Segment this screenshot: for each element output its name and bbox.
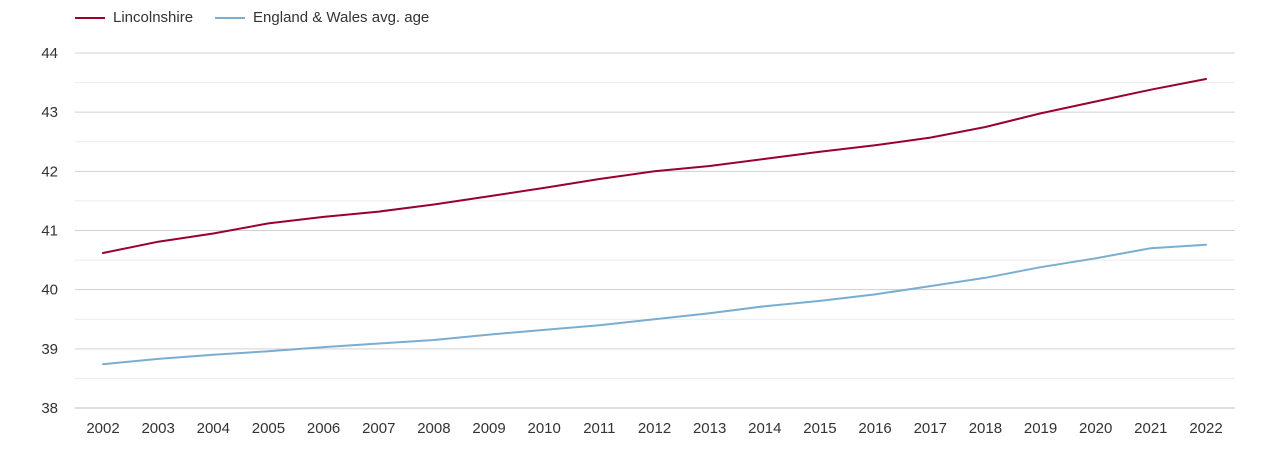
legend-label-lincolnshire: Lincolnshire <box>113 9 194 26</box>
x-tick-label: 2006 <box>307 420 340 437</box>
x-tick-label: 2003 <box>141 420 174 437</box>
x-tick-label: 2008 <box>417 420 450 437</box>
x-tick-label: 2016 <box>858 420 891 437</box>
y-tick-label: 39 <box>41 341 58 358</box>
x-tick-label: 2017 <box>914 420 947 437</box>
y-tick-label: 43 <box>41 104 58 121</box>
legend-item-england-wales[interactable]: England & Wales avg. age <box>215 9 429 26</box>
x-tick-label: 2019 <box>1024 420 1057 437</box>
x-tick-label: 2018 <box>969 420 1002 437</box>
x-tick-label: 2009 <box>472 420 505 437</box>
y-tick-label: 44 <box>41 45 58 62</box>
x-tick-label: 2002 <box>86 420 119 437</box>
legend-swatch-england-wales <box>215 16 246 19</box>
legend-label-england-wales: England & Wales avg. age <box>253 9 430 26</box>
y-tick-label: 41 <box>41 223 58 240</box>
y-tick-label: 38 <box>41 400 58 417</box>
series-line-0[interactable] <box>102 78 1207 254</box>
x-tick-label: 2005 <box>252 420 285 437</box>
x-tick-label: 2022 <box>1189 420 1222 437</box>
x-tick-label: 2014 <box>748 420 781 437</box>
x-tick-label: 2010 <box>528 420 561 437</box>
series-line-1[interactable] <box>102 243 1207 366</box>
x-tick-label: 2012 <box>638 420 671 437</box>
x-tick-label: 2021 <box>1134 420 1167 437</box>
x-tick-label: 2007 <box>362 420 395 437</box>
x-tick-label: 2020 <box>1079 420 1112 437</box>
x-tick-label: 2015 <box>803 420 836 437</box>
x-tick-label: 2004 <box>197 420 230 437</box>
legend-swatch-lincolnshire <box>75 16 105 19</box>
y-tick-label: 42 <box>41 163 58 180</box>
y-tick-label: 40 <box>41 282 58 299</box>
legend-item-lincolnshire[interactable]: Lincolnshire <box>75 9 193 26</box>
x-tick-label: 2011 <box>583 420 615 437</box>
legend: Lincolnshire England & Wales avg. age <box>75 9 451 26</box>
x-tick-label: 2013 <box>693 420 726 437</box>
